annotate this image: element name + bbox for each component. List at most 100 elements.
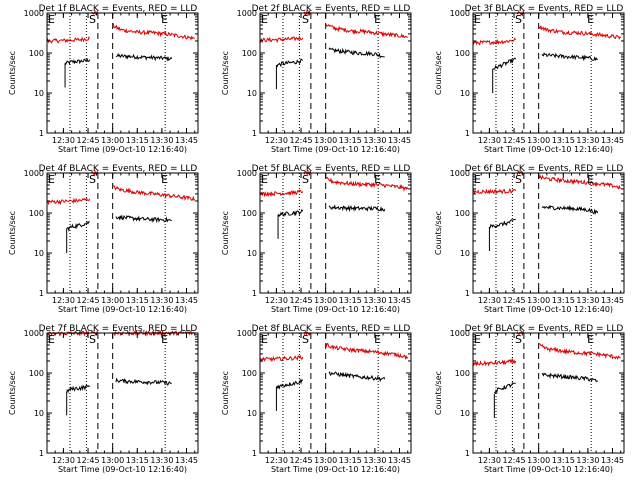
x-tick-label: 13:30: [363, 296, 386, 305]
lld-series-line: [259, 35, 304, 44]
marker-e: E: [261, 13, 268, 26]
y-tick-label: 100: [242, 209, 257, 218]
lld-series-line: [538, 25, 622, 40]
marker-s: S: [515, 333, 522, 346]
x-tick-label: 13:15: [552, 456, 575, 465]
plot-frame: [46, 12, 199, 134]
marker-s: S: [515, 13, 522, 26]
plot-frame: [472, 12, 625, 134]
y-tick-label: 100: [455, 209, 470, 218]
y-tick-label: 1000: [450, 9, 470, 18]
chart-title: Det 5f BLACK = Events, RED = LLD: [252, 164, 411, 174]
x-tick-label: 13:45: [388, 456, 411, 465]
chart-panel-3: Det 3f BLACK = Events, RED = LLD 1 10 100 10…: [434, 4, 625, 154]
y-tick-label: 100: [29, 209, 44, 218]
x-tick-label: 12:45: [503, 296, 526, 305]
x-tick-label: 13:00: [101, 296, 124, 305]
x-tick-label: 13:30: [576, 136, 599, 145]
x-tick-label: 13:00: [527, 456, 550, 465]
events-series-line: [493, 382, 516, 395]
y-tick-label: 10: [34, 249, 44, 258]
x-tick-label: 13:45: [175, 296, 198, 305]
x-tick-label: 12:45: [77, 136, 100, 145]
y-tick-label: 10: [460, 249, 470, 258]
x-tick-label: 13:30: [150, 296, 173, 305]
marker-e: E: [48, 333, 55, 346]
marker-s: S: [302, 173, 309, 186]
plot-frame: [259, 332, 412, 454]
y-axis-label: Counts/sec: [221, 371, 230, 415]
x-tick-label: 13:00: [527, 136, 550, 145]
plot-frame: [472, 172, 625, 294]
y-tick-label: 1000: [24, 329, 44, 338]
marker-e: E: [161, 173, 168, 186]
x-tick-label: 13:45: [388, 296, 411, 305]
x-tick-label: 12:30: [265, 136, 288, 145]
events-series-line: [66, 384, 91, 394]
y-tick-label: 100: [455, 49, 470, 58]
x-tick-label: 13:00: [314, 136, 337, 145]
events-series-line: [328, 371, 386, 383]
x-axis-label: Start Time (09-Oct-10 12:16:40): [58, 145, 187, 154]
marker-e: E: [374, 13, 381, 26]
y-tick-label: 1000: [450, 169, 470, 178]
y-axis-label: Counts/sec: [8, 51, 17, 95]
y-tick-label: 10: [247, 249, 257, 258]
chart-title: Det 8f BLACK = Events, RED = LLD: [252, 324, 411, 334]
lld-series-line: [112, 185, 196, 202]
lld-series-line: [325, 176, 409, 192]
x-tick-label: 12:30: [52, 296, 75, 305]
y-tick-label: 1: [39, 289, 44, 298]
x-tick-label: 12:45: [77, 296, 100, 305]
x-tick-label: 12:30: [52, 136, 75, 145]
chart-title: Det 1f BLACK = Events, RED = LLD: [39, 4, 198, 14]
x-tick-label: 12:45: [503, 456, 526, 465]
marker-e: E: [374, 333, 381, 346]
y-axis-label: Counts/sec: [8, 371, 17, 415]
x-tick-label: 13:00: [101, 136, 124, 145]
y-tick-label: 1000: [237, 169, 257, 178]
lld-series-line: [112, 22, 196, 41]
events-series-line: [541, 372, 598, 383]
events-series-line: [492, 57, 517, 70]
marker-s: S: [515, 173, 522, 186]
y-tick-label: 100: [29, 369, 44, 378]
y-tick-label: 1000: [237, 329, 257, 338]
y-tick-label: 1000: [450, 329, 470, 338]
x-tick-label: 13:30: [576, 296, 599, 305]
marker-s: S: [302, 333, 309, 346]
events-series-line: [64, 57, 91, 66]
chart-panel-5: Det 5f BLACK = Events, RED = LLD 1 10 100 10…: [221, 164, 412, 314]
x-tick-label: 13:15: [552, 136, 575, 145]
marker-e: E: [474, 13, 481, 26]
y-tick-label: 100: [242, 49, 257, 58]
marker-e: E: [261, 333, 268, 346]
x-axis-label: Start Time (09-Oct-10 12:16:40): [58, 465, 187, 474]
lld-series-line: [472, 37, 517, 46]
x-tick-label: 12:45: [290, 136, 313, 145]
marker-s: S: [89, 333, 96, 346]
lld-series-line: [538, 343, 621, 361]
x-axis-label: Start Time (09-Oct-10 12:16:40): [271, 145, 400, 154]
lld-series-line: [538, 174, 621, 190]
chart-title: Det 2f BLACK = Events, RED = LLD: [252, 4, 411, 14]
y-tick-label: 1: [252, 449, 257, 458]
y-tick-label: 1: [39, 129, 44, 138]
x-tick-label: 13:45: [601, 136, 624, 145]
x-tick-label: 13:00: [101, 456, 124, 465]
x-axis-label: Start Time (09-Oct-10 12:16:40): [271, 465, 400, 474]
plot-frame: [259, 172, 412, 294]
y-axis-label: Counts/sec: [434, 211, 443, 255]
y-tick-label: 100: [455, 369, 470, 378]
y-axis-label: Counts/sec: [221, 211, 230, 255]
x-axis-label: Start Time (09-Oct-10 12:16:40): [58, 305, 187, 314]
plot-frame: [472, 332, 625, 454]
x-tick-label: 13:45: [175, 456, 198, 465]
x-tick-label: 13:15: [552, 296, 575, 305]
events-series-line: [541, 204, 599, 215]
chart-title: Det 7f BLACK = Events, RED = LLD: [39, 324, 198, 334]
lld-series-line: [472, 188, 517, 195]
y-tick-label: 1: [465, 449, 470, 458]
plot-frame: [259, 12, 412, 134]
x-tick-label: 13:30: [363, 136, 386, 145]
